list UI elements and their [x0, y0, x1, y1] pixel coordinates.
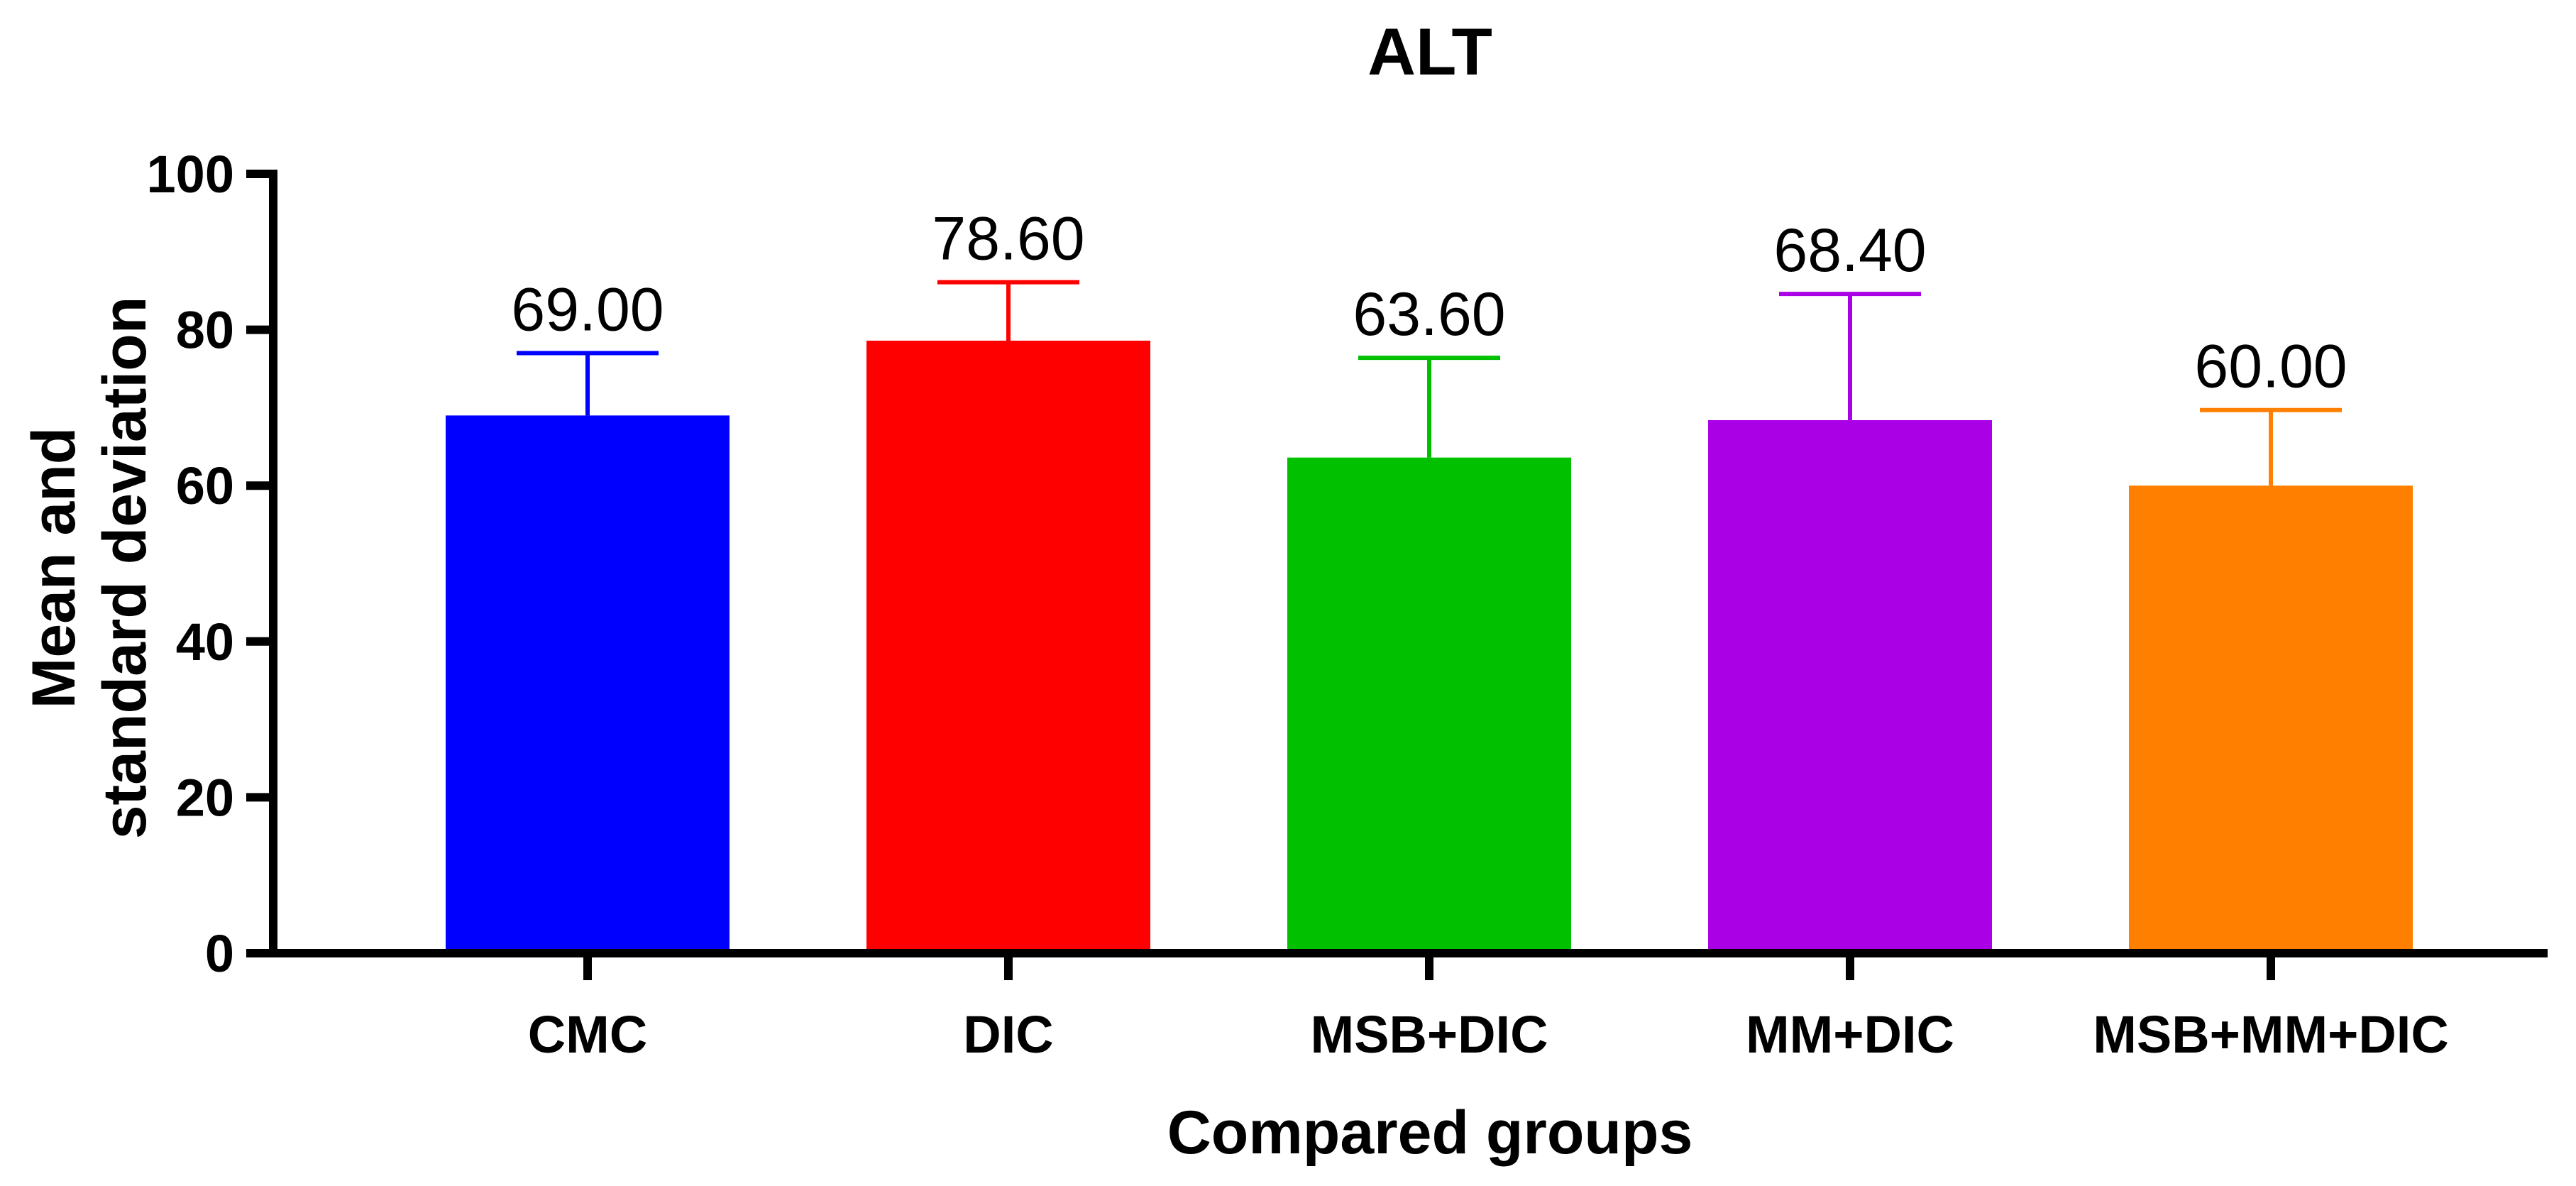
data-label: 78.60: [932, 205, 1084, 273]
data-labels: 69.00 78.60 63.60 68.40 60.00: [511, 205, 2347, 401]
y-tick-label: 40: [176, 613, 234, 671]
bars: [446, 340, 2413, 953]
data-label: 63.60: [1353, 280, 1505, 348]
x-axis-ticks: CMC DIC MSB+DIC MM+DIC MSB+MM+DIC: [528, 953, 2449, 1064]
y-axis-ticks: 0 20 40 60 80 100: [147, 145, 273, 983]
y-axis-label-line-1: Mean and: [20, 427, 88, 709]
y-tick-label: 0: [205, 924, 234, 983]
y-axis-label-line-2: standard deviation: [91, 297, 159, 840]
bar: [866, 340, 1150, 953]
x-tick-label: MSB+MM+DIC: [2093, 1005, 2449, 1064]
y-tick-label: 80: [176, 301, 234, 360]
y-tick-label: 100: [147, 145, 234, 204]
axes: [269, 170, 2548, 957]
bar: [2129, 485, 2413, 953]
bar: [446, 415, 730, 953]
x-tick-label: CMC: [528, 1005, 648, 1064]
bar: [1287, 457, 1571, 953]
x-axis-label: Compared groups: [1167, 1099, 1693, 1167]
x-tick-label: MSB+DIC: [1310, 1005, 1548, 1064]
x-tick-label: MM+DIC: [1746, 1005, 1954, 1064]
chart-title: ALT: [1367, 14, 1492, 89]
bar: [1708, 419, 1992, 953]
y-axis-label: Mean and standard deviation: [20, 297, 159, 840]
x-tick-label: DIC: [963, 1005, 1053, 1064]
data-label: 69.00: [511, 276, 664, 344]
data-label: 68.40: [1773, 216, 1926, 285]
y-tick-label: 20: [176, 768, 234, 827]
error-bars: [517, 280, 2342, 486]
data-label: 60.00: [2194, 333, 2347, 401]
y-tick-label: 60: [176, 456, 234, 515]
